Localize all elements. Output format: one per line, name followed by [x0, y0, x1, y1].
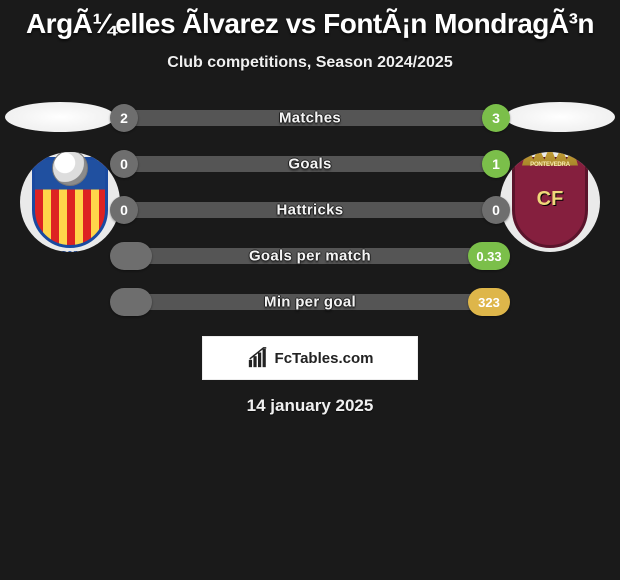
banner-text: FcTables.com — [275, 350, 374, 367]
bar-chart-icon — [247, 347, 269, 369]
stat-rows: 23Matches 01Goals 00Hattricks 0.33Goals per… — [110, 104, 510, 334]
stat-row: 01Goals — [110, 150, 510, 178]
pontevedra-crest-icon: CF — [512, 157, 588, 248]
date-label: 14 january 2025 — [0, 396, 620, 416]
stat-label: Hattricks — [110, 202, 510, 219]
crest-right: CF — [500, 152, 600, 252]
crest-left — [20, 152, 120, 252]
flag-right — [505, 102, 615, 132]
page-subtitle: Club competitions, Season 2024/2025 — [0, 54, 620, 72]
stat-row: 323Min per goal — [110, 288, 510, 316]
crest-cf-text: CF — [515, 188, 585, 211]
fctables-banner[interactable]: FcTables.com — [202, 336, 418, 380]
stat-label: Min per goal — [110, 294, 510, 311]
stat-label: Goals — [110, 156, 510, 173]
flag-left — [5, 102, 115, 132]
page-title: ArgÃ¼elles Ãlvarez vs FontÃ¡n MondragÃ³n — [0, 0, 620, 40]
stat-row: 0.33Goals per match — [110, 242, 510, 270]
stat-row: 00Hattricks — [110, 196, 510, 224]
getafe-crest-icon — [32, 157, 108, 248]
stat-row: 23Matches — [110, 104, 510, 132]
stat-label: Goals per match — [110, 248, 510, 265]
stat-label: Matches — [110, 110, 510, 127]
